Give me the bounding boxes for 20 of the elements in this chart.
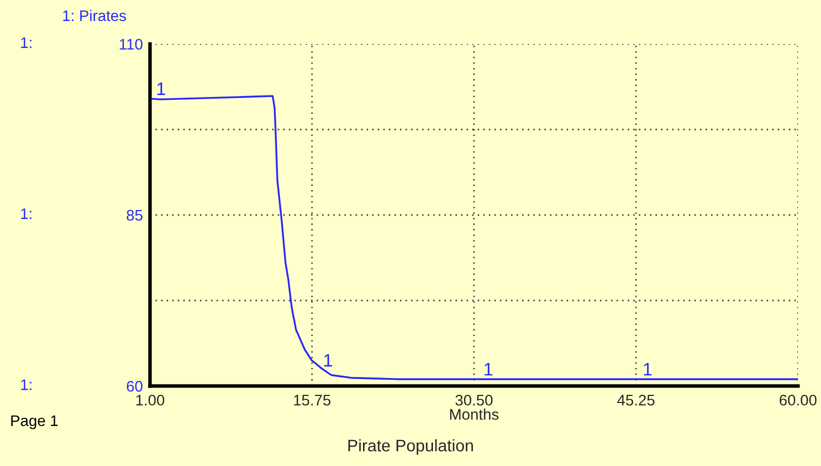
x-axis-title: Months bbox=[450, 408, 498, 420]
annotation: 1 bbox=[484, 362, 492, 376]
annotation: 1 bbox=[157, 82, 166, 95]
text: Pirate Population bbox=[348, 439, 473, 455]
annotation: 1 bbox=[324, 354, 332, 367]
x-tick-label: 60.00 bbox=[780, 394, 817, 406]
x-tick-label: 1.00 bbox=[136, 394, 164, 406]
text: 1: bbox=[21, 37, 32, 48]
text: 1: bbox=[21, 208, 32, 219]
x-tick-label: 15.75 bbox=[294, 394, 330, 406]
text: 1: bbox=[21, 379, 32, 390]
y-tick-label: 110 bbox=[120, 38, 142, 50]
y-tick-label: 60 bbox=[126, 380, 142, 392]
text: Page 1 bbox=[11, 415, 58, 430]
x-tick-label: 30.50 bbox=[455, 394, 493, 406]
y-tick-label: 85 bbox=[126, 210, 142, 221]
annotation: 1 bbox=[644, 362, 652, 376]
line-series bbox=[151, 95, 798, 380]
x-tick-label: 45.25 bbox=[617, 394, 654, 406]
text: 1: Pirates bbox=[63, 10, 126, 22]
